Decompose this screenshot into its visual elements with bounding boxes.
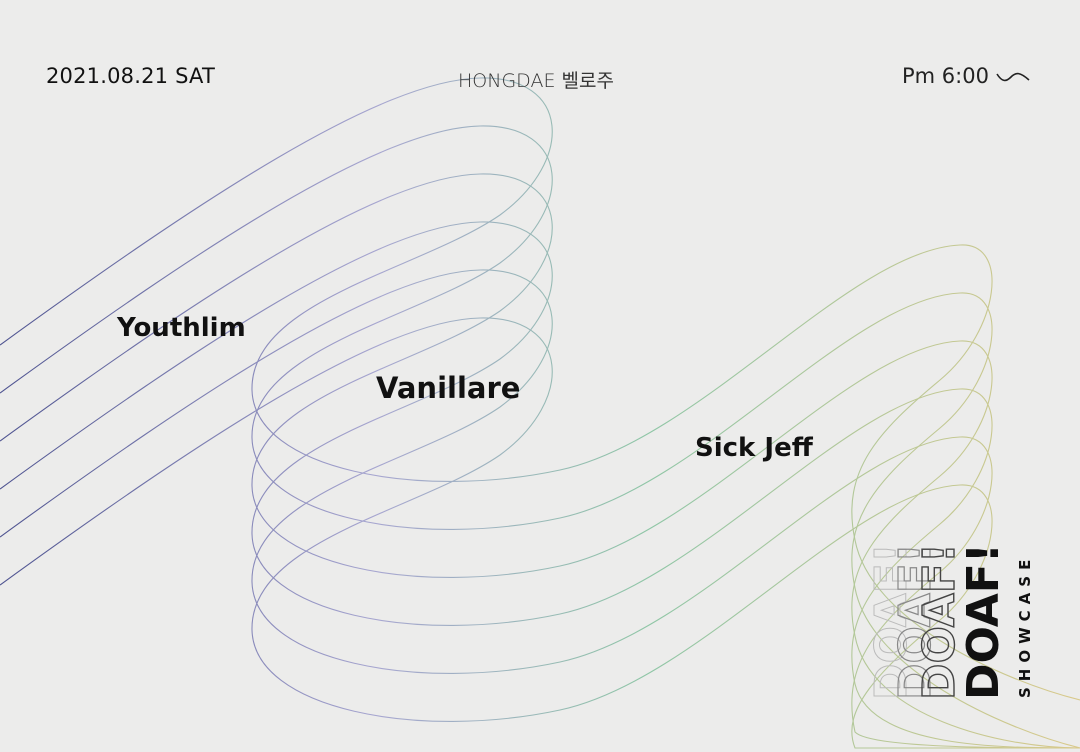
event-date: 2021.08.21 SAT [46,64,215,88]
artist-name: Youthlim [117,313,246,343]
doaf-showcase-logo: DOAF! DOAF! DOAF! DOAF! SHOWCASE [870,542,1034,700]
artist-name: Vanillare [376,371,521,405]
artist-name: Sick Jeff [695,433,813,463]
logo-echo: DOAF! [890,543,941,700]
event-venue: HONGDAE 벨로주 [458,70,614,92]
logo-echo: DOAF! [870,543,917,700]
wave-line [0,125,1080,749]
wave-line [0,221,1080,749]
wave-line [0,269,1080,749]
wave-line [0,317,1080,749]
tilde-wave-icon [996,72,1030,82]
wave-line [0,173,1080,749]
event-time: Pm 6:00 [902,64,989,88]
logo-text: DOAF! [958,543,1009,700]
wave-line [0,77,1080,701]
logo-subtitle: SHOWCASE [1016,554,1034,698]
logo-echo: DOAF! [914,543,965,700]
